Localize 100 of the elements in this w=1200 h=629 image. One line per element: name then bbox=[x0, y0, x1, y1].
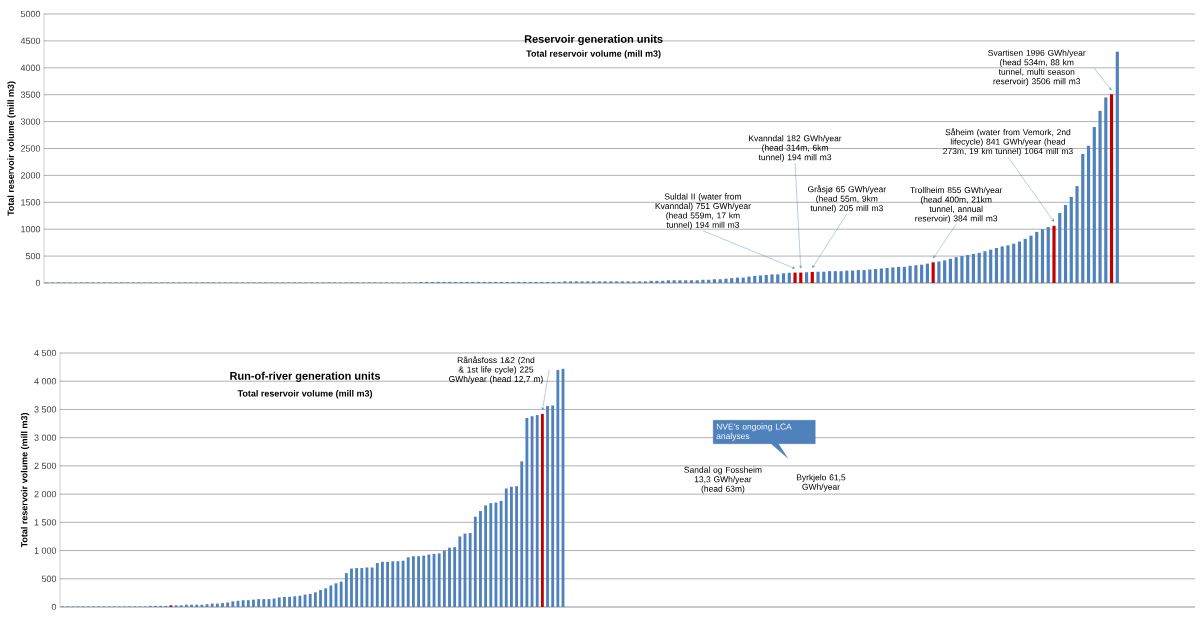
bar bbox=[897, 266, 901, 283]
y-tick-label: 1000 bbox=[21, 226, 41, 233]
bar bbox=[1081, 153, 1085, 283]
bar bbox=[241, 600, 245, 607]
bar bbox=[833, 271, 837, 283]
bar bbox=[1046, 227, 1050, 283]
bar bbox=[943, 260, 947, 283]
bar bbox=[781, 273, 786, 283]
bar bbox=[994, 248, 999, 283]
bar bbox=[718, 279, 722, 283]
text: Total reservoir volume (mill m3) bbox=[526, 50, 661, 59]
y-tick-label: 0 bbox=[35, 279, 41, 287]
y-tick-label: 500 bbox=[41, 575, 57, 582]
bar bbox=[1017, 241, 1022, 283]
bar bbox=[1069, 196, 1073, 283]
bar bbox=[442, 550, 446, 607]
bar bbox=[546, 406, 549, 607]
y-tick-label: 4500 bbox=[20, 37, 41, 45]
bar bbox=[401, 560, 405, 607]
y-tick-label: 4 000 bbox=[34, 378, 57, 385]
bar bbox=[510, 486, 513, 607]
y-tick-label: 0 bbox=[51, 603, 57, 611]
bar bbox=[246, 600, 250, 607]
bar bbox=[689, 280, 694, 283]
annotation: Rånåsfoss 1&2 (2nd & 1st life cycle) 225 GWh/year (head 12,7 m) bbox=[449, 356, 543, 384]
y-tick-label: 2500 bbox=[20, 145, 41, 152]
bar bbox=[925, 263, 929, 283]
bar bbox=[793, 272, 797, 283]
bar bbox=[1006, 245, 1010, 283]
bar bbox=[856, 270, 860, 283]
bar bbox=[489, 503, 493, 607]
bar bbox=[210, 603, 214, 607]
bar bbox=[200, 604, 204, 607]
bar bbox=[375, 562, 379, 607]
bar bbox=[458, 536, 462, 607]
bar bbox=[1058, 213, 1062, 283]
bar bbox=[468, 533, 472, 607]
bar bbox=[1012, 243, 1016, 283]
text: Reservoir generation units bbox=[524, 34, 663, 46]
bar bbox=[822, 271, 826, 283]
bar bbox=[902, 266, 906, 283]
bar bbox=[324, 588, 328, 607]
bar bbox=[344, 573, 348, 607]
bar bbox=[1000, 246, 1004, 283]
bar bbox=[298, 595, 302, 607]
y-tick-label: 2 500 bbox=[34, 462, 57, 470]
annotation: Suldal II (water from Kvanndal) 751 GWh/year (head 559m, 17 km tunnel) 194 mill m3 bbox=[655, 193, 751, 230]
bar bbox=[406, 557, 410, 607]
bar bbox=[1115, 51, 1119, 283]
bar bbox=[678, 280, 682, 283]
bar bbox=[712, 279, 717, 283]
annotation: Såheim (water from Vemork, 2nd lifecycle) 841 GWh/year (head 273m, 19 km tunnel) 1064 mill m3 bbox=[943, 128, 1073, 156]
bar bbox=[1075, 186, 1079, 283]
bar bbox=[556, 369, 560, 607]
bar bbox=[770, 274, 774, 283]
bar bbox=[931, 262, 935, 283]
bar bbox=[695, 280, 699, 283]
bar bbox=[448, 547, 451, 607]
bar bbox=[966, 255, 970, 283]
bar bbox=[277, 597, 281, 607]
bar bbox=[479, 511, 482, 607]
bar bbox=[810, 271, 814, 283]
bar bbox=[920, 264, 924, 283]
bar bbox=[758, 275, 763, 283]
annotation: Byrkjelo 61,5 GWh/year bbox=[796, 474, 846, 492]
bar bbox=[862, 270, 866, 283]
bar bbox=[226, 602, 230, 607]
bar bbox=[989, 249, 993, 283]
y-axis-title: Total reservoir volume (mill m3) bbox=[20, 413, 30, 548]
bar bbox=[851, 270, 855, 283]
bar bbox=[535, 415, 539, 607]
bar bbox=[724, 278, 728, 283]
bar bbox=[1109, 94, 1114, 283]
bar bbox=[288, 596, 291, 607]
bar bbox=[350, 568, 353, 607]
bar bbox=[551, 405, 555, 607]
bar bbox=[764, 274, 768, 283]
bar bbox=[977, 252, 981, 283]
bar bbox=[885, 267, 889, 283]
bar bbox=[308, 594, 312, 607]
bar bbox=[1086, 145, 1091, 283]
bar bbox=[417, 556, 420, 607]
bar bbox=[672, 280, 676, 283]
bar bbox=[684, 280, 688, 283]
bar bbox=[937, 261, 941, 283]
bar bbox=[190, 604, 193, 607]
y-tick-label: 3 500 bbox=[34, 406, 57, 413]
y-tick-label: 5000 bbox=[20, 10, 41, 18]
bar bbox=[484, 505, 488, 607]
y-tick-label: 3000 bbox=[20, 118, 41, 125]
y-tick-label: 4 500 bbox=[34, 349, 57, 357]
y-tick-label: 4000 bbox=[20, 64, 41, 71]
bar bbox=[948, 258, 952, 283]
y-tick-label: 500 bbox=[25, 252, 41, 260]
bar bbox=[879, 268, 883, 283]
bar bbox=[499, 500, 503, 607]
bar bbox=[411, 556, 415, 607]
bar bbox=[339, 581, 343, 607]
bar bbox=[329, 585, 333, 607]
bar bbox=[960, 256, 964, 283]
